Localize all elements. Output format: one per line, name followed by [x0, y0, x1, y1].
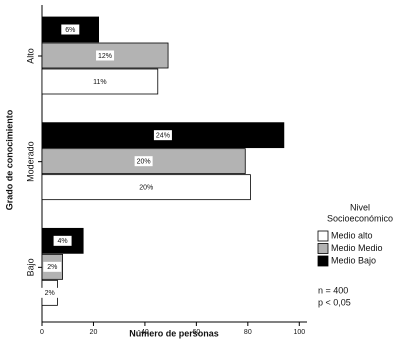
y-tick-label: Alto: [25, 48, 35, 64]
legend-swatch: [317, 230, 329, 242]
annotation: n = 400: [318, 285, 348, 295]
annotation: p < 0,05: [318, 297, 351, 307]
value-label-box: [153, 130, 172, 141]
value-label-box: [96, 50, 115, 61]
y-axis-label: Grado de conocimiento: [4, 109, 14, 210]
legend-title: Nivel: [350, 202, 370, 212]
legend-label: Medio Bajo: [331, 255, 376, 265]
legend-swatch: [317, 255, 329, 267]
x-tick-label: 0: [40, 329, 44, 336]
value-label: 2%: [47, 264, 57, 271]
value-label-box: [40, 287, 59, 298]
x-tick-label: 40: [141, 329, 149, 336]
value-label-box: [134, 156, 153, 167]
x-axis-label: Número de personas: [129, 328, 219, 338]
value-label-box: [61, 24, 80, 35]
x-tick-label: 60: [192, 329, 200, 336]
value-label: 20%: [139, 185, 153, 192]
value-label-box: [137, 182, 156, 193]
value-label: 11%: [93, 79, 107, 86]
value-label: 2%: [45, 290, 55, 297]
y-tick-label: Bajo: [25, 258, 35, 276]
y-tick-label: Moderado: [25, 141, 35, 182]
value-label-box: [53, 235, 72, 246]
x-tick-label: 100: [293, 329, 305, 336]
value-label: 24%: [156, 133, 170, 140]
value-label-box: [43, 261, 62, 272]
x-tick-label: 80: [244, 329, 252, 336]
value-label: 4%: [58, 238, 68, 245]
value-label: 6%: [65, 27, 75, 34]
value-label: 12%: [98, 53, 112, 60]
legend-label: Medio Medio: [331, 243, 383, 253]
legend-title: Socioeconómico: [327, 213, 393, 223]
legend-label: Medio alto: [331, 230, 373, 240]
legend-swatch: [317, 243, 329, 254]
value-label: 20%: [137, 159, 151, 166]
value-label-box: [90, 76, 109, 87]
x-tick-label: 20: [90, 329, 98, 336]
